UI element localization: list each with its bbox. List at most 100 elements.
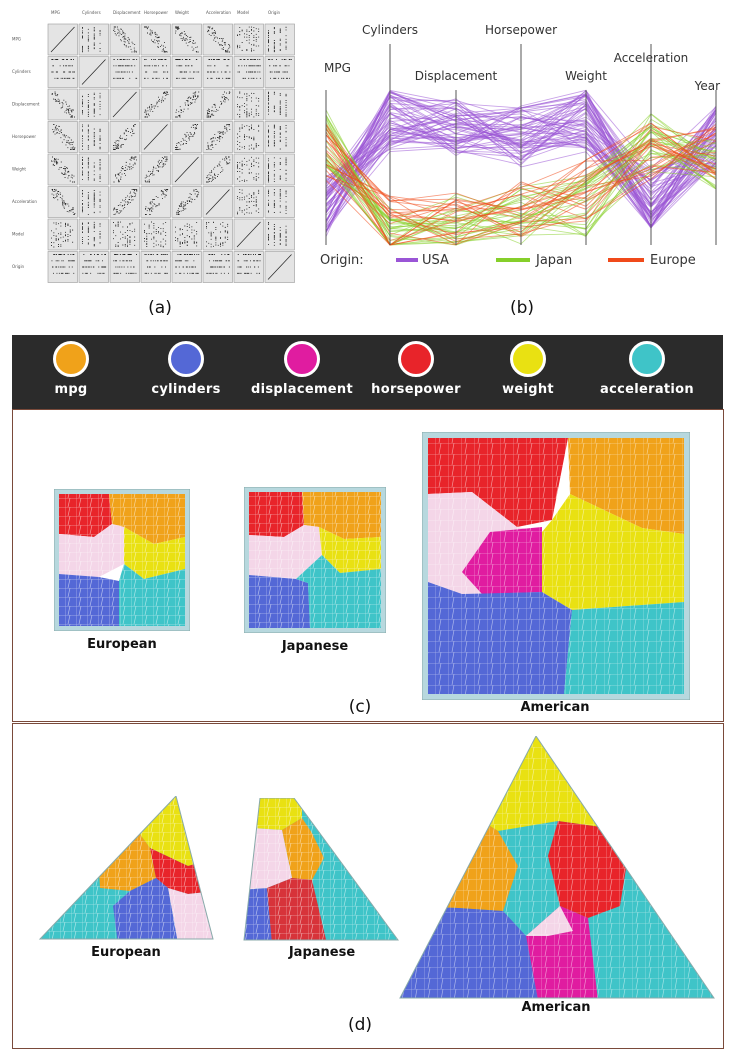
matrix-points: [237, 26, 260, 52]
matrix-points: [82, 124, 101, 150]
legend-label: weight: [502, 382, 554, 397]
matrix-cell: [109, 251, 140, 283]
american-voronoi-triangle: [399, 736, 715, 999]
matrix-points: [82, 27, 101, 53]
matrix-points: [268, 26, 287, 53]
matrix-diagonal: [174, 156, 199, 183]
matrix-points: [144, 254, 168, 274]
parallel-axis-label: MPG: [324, 61, 351, 75]
matrix-points: [144, 91, 169, 118]
matrix-diagonal: [50, 26, 75, 53]
legend-item-weight: weight: [469, 335, 587, 409]
matrix-points: [175, 26, 199, 53]
legend-label: mpg: [54, 382, 88, 397]
matrix-cell: [202, 153, 233, 186]
matrix-diagonal: [81, 59, 106, 85]
matrix-col-label: Weight: [175, 10, 189, 15]
matrix-row-label: Acceleration: [12, 199, 37, 204]
matrix-cell: [171, 121, 202, 153]
legend-label: acceleration: [600, 382, 694, 397]
matrix-row-label: Cylinders: [12, 69, 31, 74]
matrix-cell: [233, 186, 264, 218]
matrix-cell: [264, 153, 295, 186]
matrix-points: [144, 59, 169, 79]
caption-a: (a): [148, 298, 172, 318]
matrix-points: [82, 156, 101, 183]
matrix-points: [51, 91, 75, 118]
matrix-points: [51, 254, 75, 274]
matrix-points: [82, 92, 101, 118]
matrix-col-label: Acceleration: [206, 10, 231, 15]
matrix-points: [113, 124, 136, 150]
matrix-cell: [78, 186, 109, 218]
matrix-cell: [264, 23, 295, 56]
matrix-points: [145, 189, 169, 215]
matrix-cell: [140, 218, 171, 251]
matrix-col-label: Model: [237, 10, 249, 15]
matrix-points: [175, 59, 200, 79]
matrix-points: [51, 59, 75, 79]
matrix-points: [144, 156, 168, 183]
matrix-cell: [140, 251, 171, 283]
caption-d: (d): [347, 1015, 373, 1035]
matrix-cell: [171, 218, 202, 251]
european-triangle-label: European: [91, 945, 161, 960]
legend-label: cylinders: [151, 382, 221, 397]
matrix-points: [268, 189, 287, 214]
matrix-points: [268, 91, 287, 117]
matrix-cell: [233, 88, 264, 121]
matrix-cell: [109, 186, 140, 218]
legend-label: horsepower: [371, 382, 461, 397]
matrix-points: [175, 222, 198, 248]
matrix-points: [237, 254, 261, 274]
matrix-cell: [78, 153, 109, 186]
matrix-points: [206, 254, 230, 274]
matrix-cell: [47, 121, 78, 153]
matrix-points: [144, 26, 168, 53]
matrix-diagonal: [143, 124, 168, 150]
legend-item-acceleration: acceleration: [582, 335, 712, 409]
parallel-axis-label: Horsepower: [485, 23, 557, 37]
matrix-points: [237, 59, 261, 79]
matrix-points: [206, 221, 229, 248]
matrix-cell: [140, 88, 171, 121]
matrix-cell: [202, 88, 233, 121]
matrix-points: [175, 254, 200, 274]
matrix-col-label: Cylinders: [82, 10, 101, 15]
matrix-points: [237, 124, 260, 150]
parallel-axis-label: Displacement: [415, 69, 498, 83]
matrix-cell: [109, 56, 140, 88]
matrix-cell: [109, 218, 140, 251]
matrix-points: [237, 156, 260, 182]
cylinders-dot-icon: [168, 341, 204, 377]
origin-europe-label: Europe: [650, 253, 696, 268]
acceleration-dot-icon: [629, 341, 665, 377]
matrix-points: [113, 26, 137, 53]
matrix-points: [268, 157, 287, 183]
matrix-row-label: Weight: [12, 166, 26, 171]
origin-label: Origin:: [320, 253, 364, 268]
displacement-dot-icon: [284, 341, 320, 377]
matrix-cell: [47, 153, 78, 186]
matrix-points: [113, 156, 137, 183]
japanese-voronoi-trapezoid: [243, 798, 399, 941]
matrix-points: [176, 189, 200, 215]
matrix-points: [144, 221, 167, 248]
matrix-cell: [109, 121, 140, 153]
matrix-row-label: MPG: [12, 36, 21, 41]
matrix-points: [113, 221, 136, 248]
american-triangle-label: American: [521, 1000, 591, 1015]
matrix-points: [175, 91, 200, 118]
caption-c: (c): [348, 697, 372, 717]
matrix-diagonal: [267, 254, 292, 280]
matrix-cell: [78, 121, 109, 153]
legend-item-cylinders: cylinders: [127, 335, 245, 409]
matrix-col-label: MPG: [51, 10, 60, 15]
european-treemap-label: European: [87, 637, 157, 652]
matrix-points: [237, 189, 260, 215]
japanese-treemap-label: Japanese: [281, 639, 349, 654]
european-voronoi-treemap: [54, 489, 190, 631]
matrix-row-label: Horsepower: [12, 134, 36, 139]
japanese-trapezoid-label: Japanese: [288, 945, 356, 960]
japanese-voronoi-treemap: [244, 487, 386, 633]
